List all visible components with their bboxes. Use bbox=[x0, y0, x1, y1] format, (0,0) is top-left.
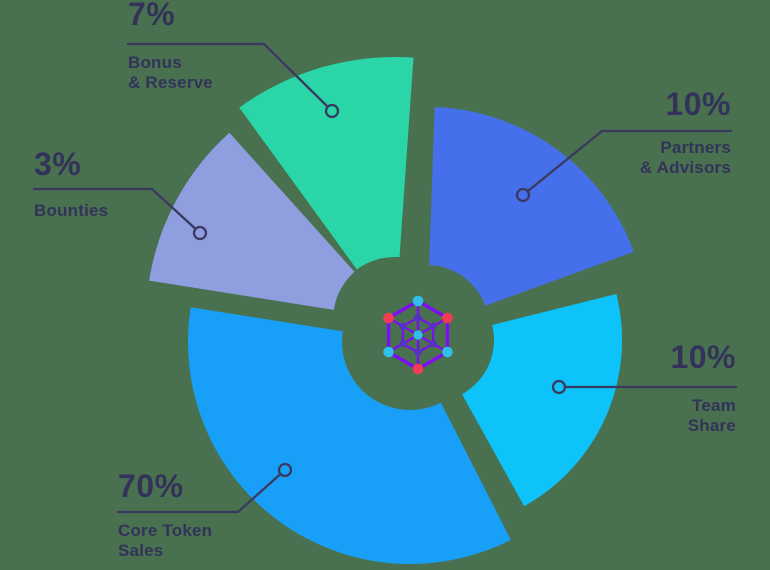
leader-line-bounties bbox=[32, 187, 202, 235]
leader-dot-team-share bbox=[551, 379, 567, 395]
leader-dot-partners-advisors bbox=[515, 187, 531, 203]
pie-slice-bonus-reserve bbox=[239, 56, 414, 270]
leader-line-partners-advisors bbox=[521, 129, 733, 197]
pie-slice-core-token-sales bbox=[187, 307, 511, 565]
leader-dot-bounties bbox=[192, 225, 208, 241]
pie-slice-bounties bbox=[149, 132, 355, 310]
leader-line-core-token-sales bbox=[116, 468, 287, 514]
pie-slice-partners-advisors bbox=[429, 107, 634, 306]
leader-line-bonus-reserve bbox=[126, 42, 334, 113]
hexagon-network-logo-icon bbox=[383, 295, 453, 375]
pie-slice-team-share bbox=[462, 294, 622, 507]
leader-dot-bonus-reserve bbox=[324, 103, 340, 119]
leader-dot-core-token-sales bbox=[277, 462, 293, 478]
